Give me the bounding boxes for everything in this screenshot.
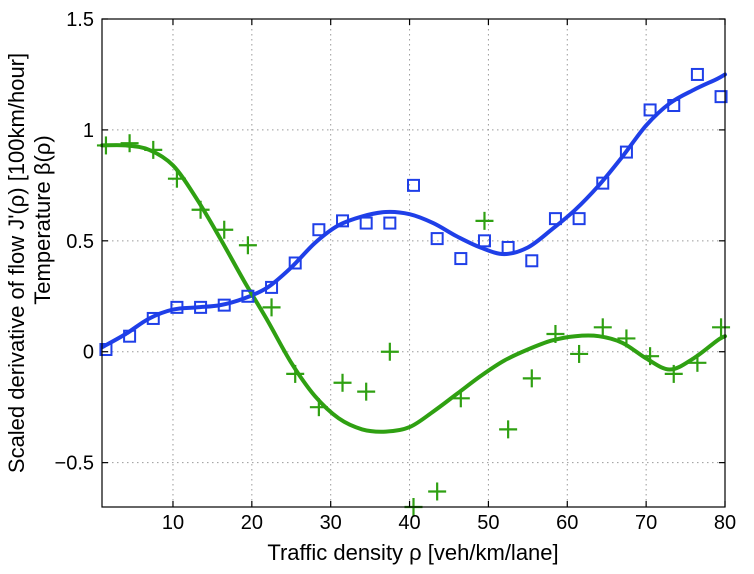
y-tick-label: 1.5: [66, 9, 94, 31]
y-axis-label-line1: Scaled derivative of flow J'(ρ) [100km/h…: [4, 53, 29, 473]
square-marker: [194, 300, 208, 314]
square-marker: [265, 280, 279, 294]
square-marker: [572, 212, 586, 226]
square-marker: [407, 178, 420, 192]
cross-marker: [546, 324, 565, 343]
square-marker: [714, 90, 728, 104]
cross-marker: [309, 398, 328, 417]
cross-marker: [380, 342, 399, 361]
square-marker: [501, 240, 515, 254]
y-tick-label: 1: [83, 120, 94, 142]
cross-marker: [499, 420, 518, 439]
cross-marker: [238, 236, 257, 255]
grid: [102, 19, 725, 507]
square-marker: [667, 99, 681, 113]
square-marker: [146, 311, 160, 325]
ticks: 10 20 30 40 50 60 70 80 −0.5 0 0.5 1 1.5: [55, 9, 737, 534]
cross-marker: [688, 353, 707, 372]
x-tick-label: 50: [477, 512, 499, 534]
cross-marker: [664, 364, 683, 383]
y-tick-label: 0: [83, 342, 94, 364]
cross-marker: [641, 347, 660, 366]
square-marker: [217, 298, 231, 312]
plot-area: [96, 67, 731, 516]
square-marker: [123, 329, 137, 343]
square-marker: [383, 216, 397, 230]
square-marker: [643, 103, 657, 117]
x-tick-label: 80: [714, 512, 736, 534]
square-marker: [548, 212, 562, 226]
blue-fit-line: [100, 72, 727, 350]
square-marker: [170, 300, 184, 314]
cross-marker: [570, 344, 589, 363]
square-marker: [288, 256, 302, 270]
y-axis-label-line2: Temperature β(ρ): [30, 135, 55, 304]
cross-marker: [120, 134, 139, 153]
y-tick-label: 0.5: [66, 231, 94, 253]
square-marker: [312, 223, 326, 237]
square-marker: [619, 145, 633, 159]
cross-marker: [522, 369, 541, 388]
cross-marker: [617, 329, 636, 348]
square-marker: [596, 176, 610, 190]
axes-box: [101, 18, 726, 508]
cross-marker: [262, 298, 281, 317]
x-tick-label: 40: [398, 512, 420, 534]
cross-marker: [712, 318, 731, 337]
x-tick-label: 60: [556, 512, 578, 534]
square-marker: [690, 67, 704, 81]
cross-marker: [286, 364, 305, 383]
square-marker: [336, 214, 350, 228]
x-tick-label: 20: [241, 512, 263, 534]
cross-marker: [475, 211, 494, 230]
y-tick-label: −0.5: [55, 453, 94, 475]
cross-marker: [167, 169, 186, 188]
cross-marker: [333, 373, 352, 392]
square-marker: [99, 343, 113, 357]
cross-marker: [191, 200, 210, 219]
x-axis-label: Traffic density ρ [veh/km/lane]: [267, 540, 558, 565]
cross-marker: [357, 382, 376, 401]
cross-marker: [428, 482, 447, 501]
cross-marker: [451, 389, 470, 408]
square-marker: [430, 232, 444, 246]
square-marker: [241, 289, 255, 303]
square-marker: [359, 216, 373, 230]
x-tick-label: 70: [635, 512, 657, 534]
square-marker: [525, 254, 539, 268]
green-fit-line: [100, 143, 727, 434]
square-marker: [477, 234, 491, 248]
cross-marker: [215, 220, 234, 239]
cross-marker: [96, 136, 115, 155]
cross-marker: [593, 318, 612, 337]
x-tick-label: 30: [320, 512, 342, 534]
x-tick-label: 10: [162, 512, 184, 534]
cross-marker: [144, 140, 163, 159]
square-marker: [454, 252, 468, 266]
